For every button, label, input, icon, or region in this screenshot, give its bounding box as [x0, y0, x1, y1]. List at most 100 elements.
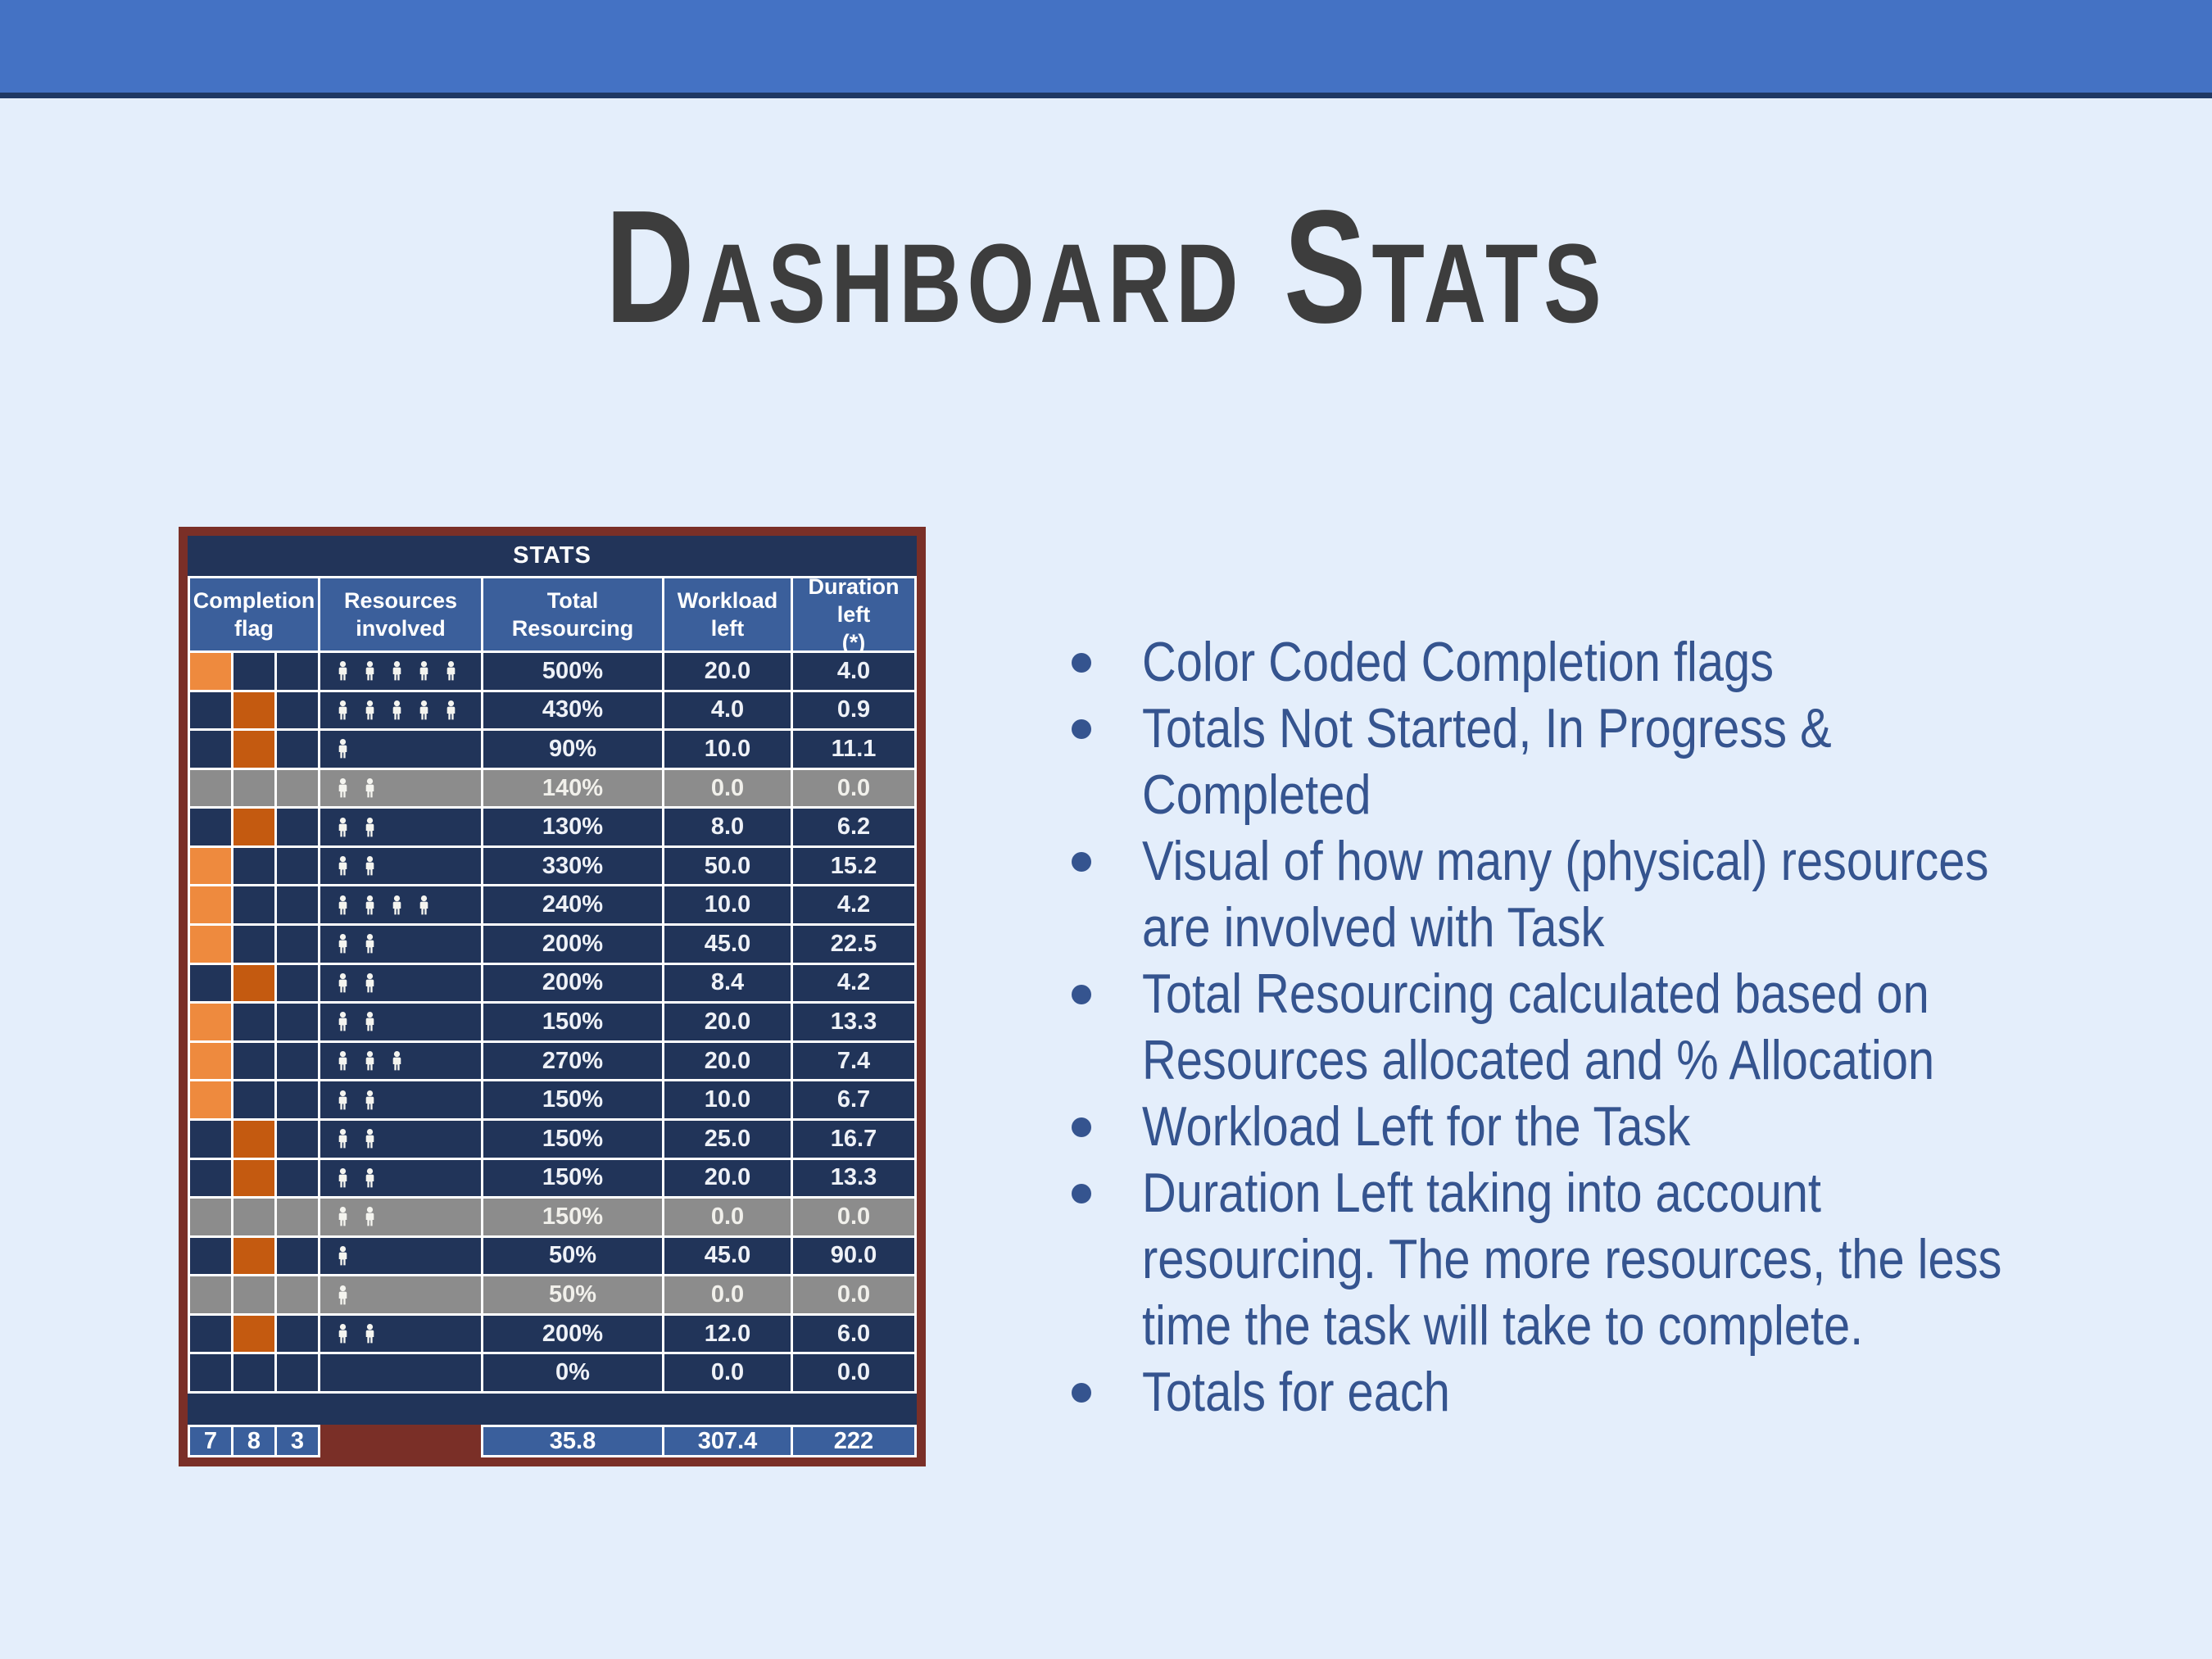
- bullet-item: Color Coded Completion flags: [1065, 629, 2212, 696]
- resources-cell: [320, 1199, 481, 1235]
- flag-cell: [277, 1199, 318, 1235]
- stats-table-inner: STATS Completion flag Resources involved…: [188, 536, 917, 1457]
- person-icon: [338, 778, 347, 798]
- person-icon: [365, 1129, 374, 1149]
- person-icon: [419, 700, 428, 720]
- column-header-resources-involved: Resources involved: [320, 578, 481, 650]
- page-title: Dashboard Stats: [0, 187, 2212, 347]
- total-resourcing-cell: 330%: [483, 847, 662, 885]
- resources-cell: [320, 1081, 481, 1118]
- flag-cell: [190, 1354, 231, 1391]
- person-icon: [338, 1245, 347, 1266]
- flag-cell: [233, 1081, 274, 1118]
- flag-cell: [277, 926, 318, 963]
- bullet-item: Totals for each: [1065, 1359, 2212, 1426]
- person-icon: [338, 700, 347, 720]
- flag-cell: [190, 847, 231, 885]
- resources-cell: [320, 809, 481, 845]
- workload-left-cell: 8.0: [664, 809, 791, 845]
- duration-left-cell: 11.1: [793, 731, 914, 768]
- total-completed: 3: [277, 1427, 318, 1455]
- workload-left-cell: 0.0: [664, 769, 791, 807]
- resources-cell: [320, 1315, 481, 1353]
- flag-cell: [233, 1199, 274, 1235]
- flag-cell: [190, 1081, 231, 1118]
- person-icon: [338, 856, 347, 876]
- flag-cell: [190, 1237, 231, 1275]
- total-resourcing-cell: 150%: [483, 1081, 662, 1118]
- flag-cell: [277, 1354, 318, 1391]
- person-icon: [392, 661, 401, 681]
- flag-cell: [190, 1120, 231, 1158]
- workload-left-cell: 10.0: [664, 731, 791, 768]
- bullet-item: Duration Left taking into account resour…: [1065, 1160, 2212, 1359]
- flag-cell: [233, 691, 274, 729]
- duration-left-cell: 4.0: [793, 653, 914, 690]
- flag-cell: [277, 1237, 318, 1275]
- person-icon: [338, 1324, 347, 1344]
- flag-cell: [233, 1004, 274, 1040]
- person-icon: [338, 1167, 347, 1188]
- workload-left-cell: 25.0: [664, 1120, 791, 1158]
- bullet-item: Workload Left for the Task: [1065, 1094, 2212, 1160]
- person-icon: [392, 895, 401, 915]
- workload-left-cell: 0.0: [664, 1199, 791, 1235]
- totals-row: 7 8 3 35.8 307.4 222: [188, 1425, 917, 1457]
- total-resourcing-cell: 200%: [483, 964, 662, 1002]
- flag-cell: [190, 653, 231, 690]
- person-icon: [365, 661, 374, 681]
- workload-left-cell: 45.0: [664, 1237, 791, 1275]
- bullet-text: Totals for each: [1142, 1361, 1450, 1423]
- flag-cell: [190, 1159, 231, 1197]
- total-resourcing-value: 35.8: [483, 1427, 662, 1455]
- person-icon: [365, 1090, 374, 1110]
- duration-left-cell: 4.2: [793, 886, 914, 924]
- resources-cell: [320, 1354, 481, 1391]
- feature-bullet-list: Color Coded Completion flags Totals Not S…: [1065, 629, 2212, 1426]
- person-icon: [338, 934, 347, 954]
- workload-left-cell: 20.0: [664, 653, 791, 690]
- resources-cell: [320, 1120, 481, 1158]
- person-icon: [338, 1207, 347, 1226]
- total-in-progress: 8: [233, 1427, 274, 1455]
- flag-cell: [233, 847, 274, 885]
- flag-cell: [277, 847, 318, 885]
- flag-cell: [277, 964, 318, 1002]
- person-icon: [365, 1167, 374, 1188]
- total-resourcing-cell: 240%: [483, 886, 662, 924]
- flag-cell: [277, 886, 318, 924]
- total-resourcing-cell: 200%: [483, 926, 662, 963]
- resources-cell: [320, 1237, 481, 1275]
- flag-cell: [277, 1120, 318, 1158]
- flag-cell: [233, 1315, 274, 1353]
- bullet-item: Total Resourcing calculated based on Res…: [1065, 961, 2212, 1094]
- person-icon: [338, 1090, 347, 1110]
- resources-cell: [320, 847, 481, 885]
- duration-left-cell: 0.0: [793, 1276, 914, 1313]
- flag-cell: [277, 809, 318, 845]
- flag-cell: [190, 1199, 231, 1235]
- person-icon: [338, 739, 347, 759]
- resources-cell: [320, 1159, 481, 1197]
- person-icon: [365, 1324, 374, 1344]
- resources-cell: [320, 1004, 481, 1040]
- person-icon: [365, 856, 374, 876]
- flag-cell: [233, 1159, 274, 1197]
- column-header-total-resourcing: Total Resourcing: [483, 578, 662, 650]
- bullet-text: Duration Left taking into account resour…: [1142, 1162, 2002, 1357]
- workload-left-cell: 12.0: [664, 1315, 791, 1353]
- duration-left-cell: 90.0: [793, 1237, 914, 1275]
- flag-cell: [277, 1315, 318, 1353]
- person-icon: [419, 895, 428, 915]
- person-icon: [365, 934, 374, 954]
- duration-left-cell: 4.2: [793, 964, 914, 1002]
- flag-cell: [190, 926, 231, 963]
- total-resourcing-cell: 200%: [483, 1315, 662, 1353]
- total-resourcing-cell: 130%: [483, 809, 662, 845]
- person-icon: [365, 700, 374, 720]
- flag-cell: [277, 1004, 318, 1040]
- total-resourcing-cell: 430%: [483, 691, 662, 729]
- flag-cell: [277, 653, 318, 690]
- flag-cell: [233, 769, 274, 807]
- duration-left-cell: 22.5: [793, 926, 914, 963]
